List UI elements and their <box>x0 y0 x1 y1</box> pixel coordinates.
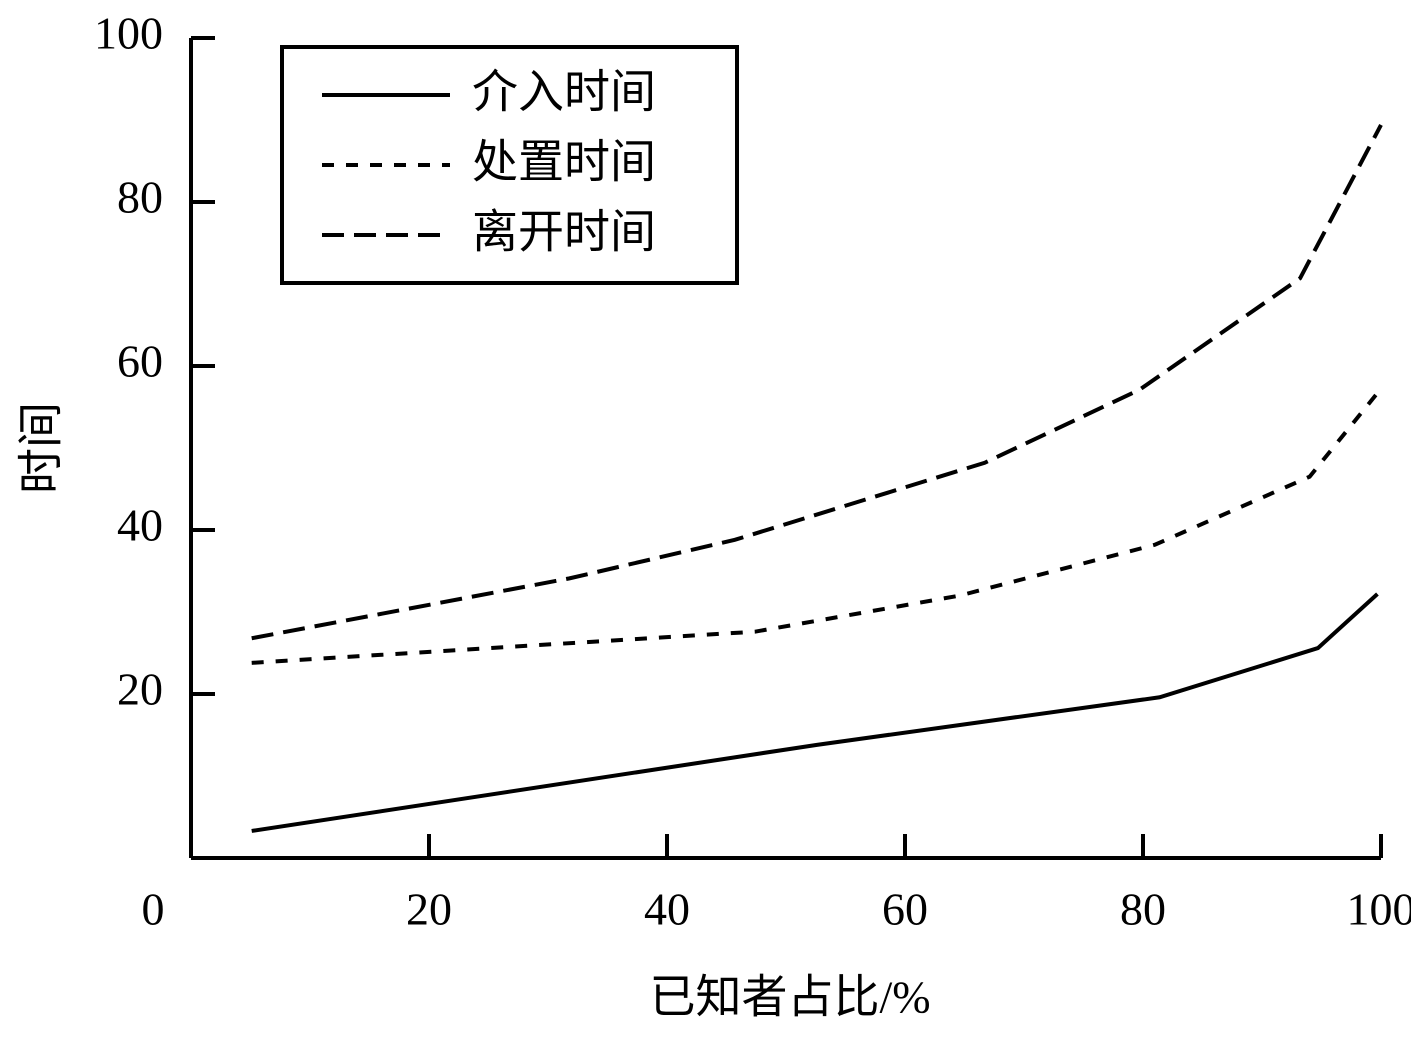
y-tick-label: 60 <box>117 336 163 387</box>
legend-label: 介入时间 <box>472 67 656 118</box>
y-axis-label: 时间 <box>16 402 67 494</box>
x-tick-label: 80 <box>1120 884 1166 935</box>
y-tick-label: 20 <box>117 664 163 715</box>
legend-label: 处置时间 <box>472 137 656 188</box>
x-axis-label: 已知者占比/% <box>649 972 930 1023</box>
line-series <box>251 592 1379 833</box>
x-tick-label: 40 <box>644 884 690 935</box>
y-tick-label: 80 <box>117 172 163 223</box>
line-series <box>251 391 1379 665</box>
line-series <box>251 123 1383 641</box>
x-tick-label: 60 <box>882 884 928 935</box>
x-tick-label: 20 <box>406 884 452 935</box>
x-tick-label: 100 <box>1347 884 1411 935</box>
y-tick-label: 100 <box>94 8 163 59</box>
legend-label: 离开时间 <box>472 207 656 258</box>
x-tick-label: 0 <box>142 884 165 935</box>
y-tick-label: 40 <box>117 500 163 551</box>
